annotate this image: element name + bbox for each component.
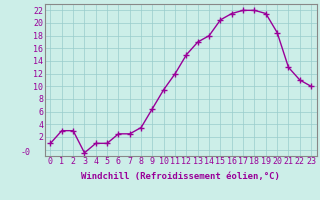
- Text: -0: -0: [20, 148, 30, 157]
- X-axis label: Windchill (Refroidissement éolien,°C): Windchill (Refroidissement éolien,°C): [81, 172, 280, 181]
